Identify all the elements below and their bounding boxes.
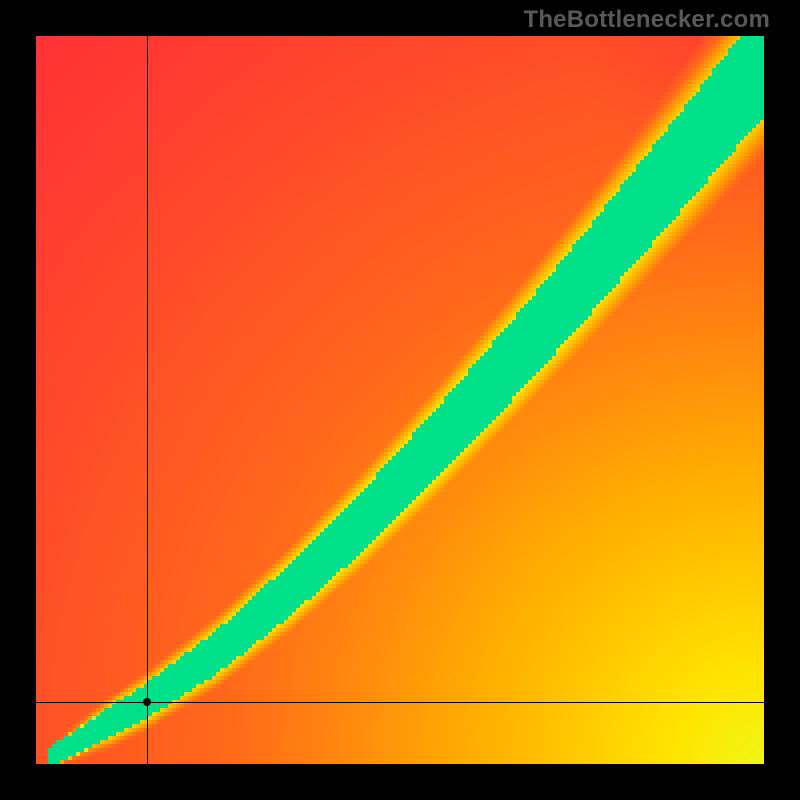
bottleneck-heatmap [36,36,764,764]
watermark-text: TheBottlenecker.com [523,6,770,34]
